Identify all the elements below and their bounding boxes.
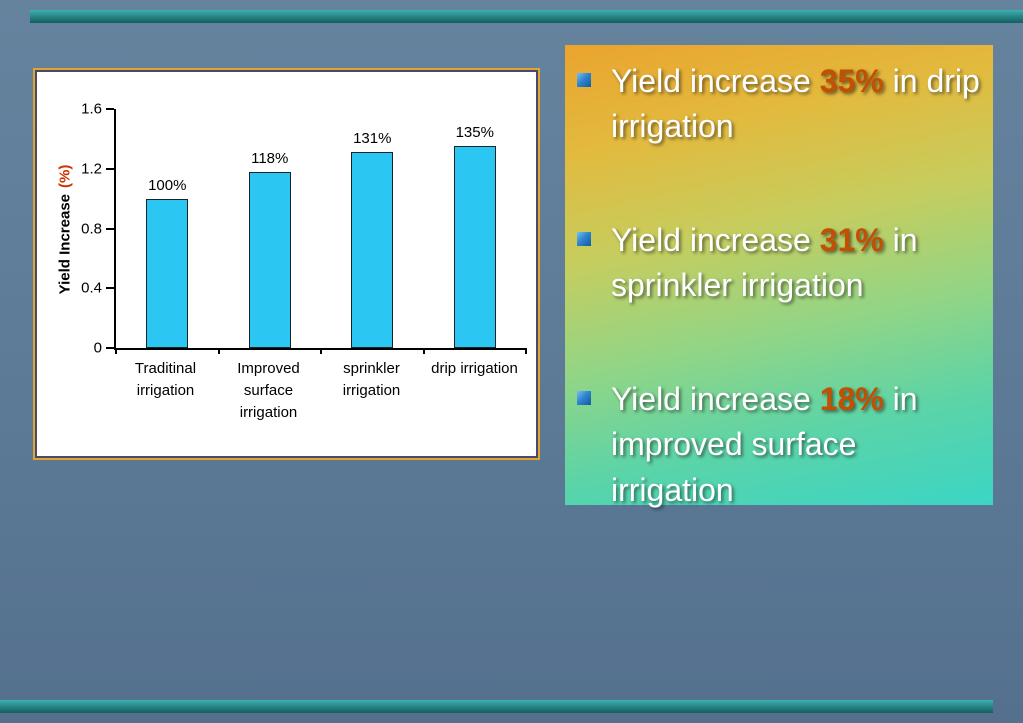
bullet-item: Yield increase 31% in sprinkler irrigati… xyxy=(575,218,983,309)
bullet-text: Yield increase 31% in sprinkler irrigati… xyxy=(611,218,983,309)
bar xyxy=(248,171,291,348)
y-tick-label: 0 xyxy=(93,339,102,357)
bar xyxy=(146,198,189,348)
bullet-highlight: 18% xyxy=(819,380,884,417)
y-tick-label: 0.4 xyxy=(81,279,102,297)
y-axis-title-unit: (%) xyxy=(56,164,74,188)
x-tick-mark xyxy=(217,348,220,354)
bullet-text-prefix: Yield increase xyxy=(611,380,820,417)
bullet-text-suffix: in improved surface irrigation xyxy=(611,380,918,508)
y-tick-label: 0.8 xyxy=(81,220,102,237)
bar-value-label: 131% xyxy=(353,130,392,148)
bullet-highlight: 31% xyxy=(819,221,884,258)
bar-value-label: 118% xyxy=(251,149,289,167)
bar-column: 118% xyxy=(219,109,322,348)
bullet-text-prefix: Yield increase xyxy=(611,221,820,258)
y-tick-mark xyxy=(106,108,114,110)
x-tick-mark xyxy=(115,348,117,354)
bar-column: 135% xyxy=(424,109,527,348)
bar-value-label: 100% xyxy=(148,176,187,194)
y-tick-mark xyxy=(106,167,114,170)
x-category-label: drip irrigation xyxy=(431,360,518,377)
bullet-square-icon xyxy=(577,390,591,405)
bars: 100% 118% 131% 135% xyxy=(116,109,526,348)
bar xyxy=(453,146,496,348)
bullet-text: Yield increase 35% in drip irrigation xyxy=(611,59,983,150)
bullet-list: Yield increase 35% in drip irrigation Yie… xyxy=(575,59,983,513)
bullet-text-suffix: in sprinkler irrigation xyxy=(611,221,918,304)
bullet-text-suffix: in drip irrigation xyxy=(611,63,980,145)
y-axis-title-main: Yield Increase xyxy=(56,193,74,295)
bullet-item: Yield increase 18% in improved surface i… xyxy=(575,377,983,513)
x-category-label: Traditinal irrigation xyxy=(134,360,197,399)
x-tick-mark xyxy=(525,348,527,354)
y-tick-mark xyxy=(106,347,114,349)
y-tick-label: 1.2 xyxy=(81,160,102,178)
chart-panel: Yield Increase(%) 0 0.4 0.8 1.2 1.6 100% 118% 1… xyxy=(33,68,540,460)
bar xyxy=(351,152,394,348)
bullet-panel: Yield increase 35% in drip irrigation Yie… xyxy=(565,45,993,508)
x-axis-categories: Traditinal irrigation Improved surface ir… xyxy=(114,358,526,423)
bullet-highlight: 35% xyxy=(819,63,884,99)
x-tick-mark xyxy=(320,348,322,354)
bullet-square-icon xyxy=(577,73,591,87)
plot-area: 0 0.4 0.8 1.2 1.6 100% 118% 131% 135% xyxy=(81,102,527,356)
x-category-label: sprinkler irrigation xyxy=(342,360,401,399)
y-tick-mark xyxy=(106,227,114,230)
bar-column: 131% xyxy=(321,109,424,348)
bullet-text: Yield increase 18% in improved surface i… xyxy=(611,377,983,513)
y-tick-label: 1.6 xyxy=(81,100,102,118)
bar-column: 100% xyxy=(116,109,219,348)
bullet-square-icon xyxy=(577,231,591,246)
x-category-label: Improved surface irrigation xyxy=(237,360,300,421)
top-accent-bar xyxy=(30,10,1023,23)
y-tick-mark xyxy=(106,287,114,290)
bullet-item: Yield increase 35% in drip irrigation xyxy=(575,59,983,150)
bar-value-label: 135% xyxy=(455,124,494,142)
bottom-accent-bar xyxy=(0,700,993,713)
y-axis-title-text: Yield Increase (%) xyxy=(57,165,74,295)
x-tick-mark xyxy=(422,348,425,354)
bullet-text-prefix: Yield increase xyxy=(611,63,820,99)
